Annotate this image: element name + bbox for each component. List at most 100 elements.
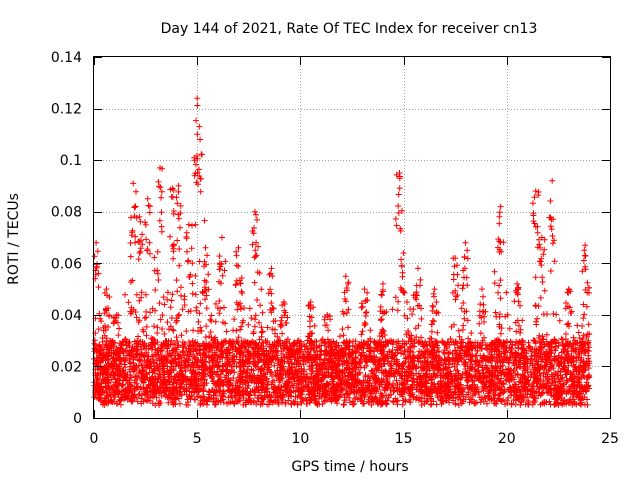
data-point bbox=[151, 323, 157, 330]
data-point bbox=[428, 328, 435, 335]
data-point bbox=[204, 252, 210, 259]
data-point bbox=[129, 277, 136, 284]
data-point bbox=[193, 307, 200, 314]
data-point bbox=[259, 309, 266, 316]
data-point bbox=[254, 297, 260, 303]
data-point bbox=[178, 284, 184, 291]
data-point bbox=[585, 337, 592, 344]
data-point bbox=[216, 298, 223, 304]
data-point bbox=[495, 289, 501, 296]
data-point bbox=[151, 254, 158, 261]
data-point bbox=[269, 326, 276, 333]
data-point bbox=[537, 294, 544, 301]
data-point bbox=[503, 289, 510, 296]
data-point bbox=[339, 326, 346, 333]
data-point bbox=[238, 323, 245, 330]
data-point bbox=[531, 194, 538, 201]
data-point bbox=[207, 329, 214, 335]
data-point bbox=[134, 398, 141, 405]
data-point bbox=[183, 328, 190, 335]
data-point bbox=[239, 290, 246, 297]
data-point bbox=[127, 253, 134, 260]
data-point bbox=[223, 328, 230, 335]
data-point bbox=[468, 330, 475, 336]
data-point bbox=[311, 322, 318, 329]
data-point bbox=[202, 334, 209, 341]
data-point bbox=[168, 297, 175, 304]
data-point bbox=[139, 326, 146, 333]
data-point bbox=[208, 318, 215, 324]
data-point bbox=[455, 327, 462, 334]
data-point bbox=[395, 298, 402, 305]
data-point bbox=[252, 253, 259, 260]
data-point bbox=[544, 311, 550, 318]
data-point bbox=[460, 300, 467, 306]
chart-title: Day 144 of 2021, Rate Of TEC Index for r… bbox=[161, 21, 538, 37]
data-point bbox=[206, 333, 213, 340]
data-point bbox=[128, 398, 135, 405]
data-point bbox=[532, 302, 539, 309]
data-point bbox=[411, 343, 418, 350]
data-point bbox=[234, 306, 241, 313]
data-point bbox=[173, 277, 180, 284]
data-point bbox=[164, 319, 171, 326]
data-point bbox=[188, 245, 195, 252]
data-point bbox=[207, 316, 214, 323]
data-point bbox=[212, 318, 219, 325]
data-point bbox=[337, 333, 343, 340]
data-point bbox=[550, 311, 557, 317]
data-point bbox=[528, 353, 535, 360]
data-point bbox=[206, 359, 213, 366]
data-point bbox=[133, 314, 140, 321]
data-point bbox=[153, 394, 160, 401]
data-point bbox=[221, 304, 227, 311]
data-point bbox=[95, 326, 102, 333]
data-point bbox=[578, 339, 585, 346]
data-point bbox=[212, 300, 219, 307]
data-point bbox=[161, 301, 168, 308]
data-point bbox=[155, 270, 161, 277]
data-point bbox=[176, 311, 183, 318]
data-point bbox=[534, 229, 541, 236]
data-point bbox=[358, 331, 365, 338]
data-point bbox=[95, 284, 102, 291]
data-point bbox=[393, 398, 400, 405]
data-point bbox=[517, 402, 524, 408]
data-point bbox=[541, 287, 548, 294]
data-point bbox=[122, 364, 129, 371]
data-point bbox=[189, 260, 196, 267]
data-point bbox=[368, 401, 375, 408]
data-point bbox=[393, 377, 400, 384]
data-point bbox=[154, 248, 161, 255]
data-point bbox=[574, 322, 581, 329]
data-point bbox=[259, 328, 266, 335]
data-point bbox=[125, 299, 132, 306]
data-point bbox=[203, 305, 210, 312]
data-point bbox=[555, 342, 562, 349]
data-point bbox=[154, 330, 161, 336]
data-point bbox=[167, 304, 174, 311]
data-point bbox=[136, 317, 143, 324]
data-point bbox=[434, 329, 441, 336]
data-point bbox=[585, 321, 592, 328]
data-point bbox=[216, 310, 223, 317]
data-point bbox=[159, 312, 166, 319]
data-point bbox=[201, 217, 208, 224]
data-point bbox=[133, 291, 140, 298]
data-point bbox=[233, 327, 240, 334]
data-points bbox=[91, 95, 593, 409]
data-point bbox=[138, 294, 145, 301]
data-point bbox=[122, 291, 128, 298]
data-point bbox=[552, 379, 559, 386]
data-point bbox=[143, 308, 150, 315]
data-point bbox=[399, 401, 406, 408]
data-point bbox=[346, 394, 353, 401]
data-point bbox=[169, 291, 176, 298]
data-point bbox=[250, 330, 257, 337]
data-point bbox=[340, 332, 347, 339]
data-point bbox=[251, 323, 258, 330]
data-point bbox=[359, 328, 366, 335]
data-point bbox=[117, 401, 124, 408]
data-point bbox=[177, 400, 183, 407]
